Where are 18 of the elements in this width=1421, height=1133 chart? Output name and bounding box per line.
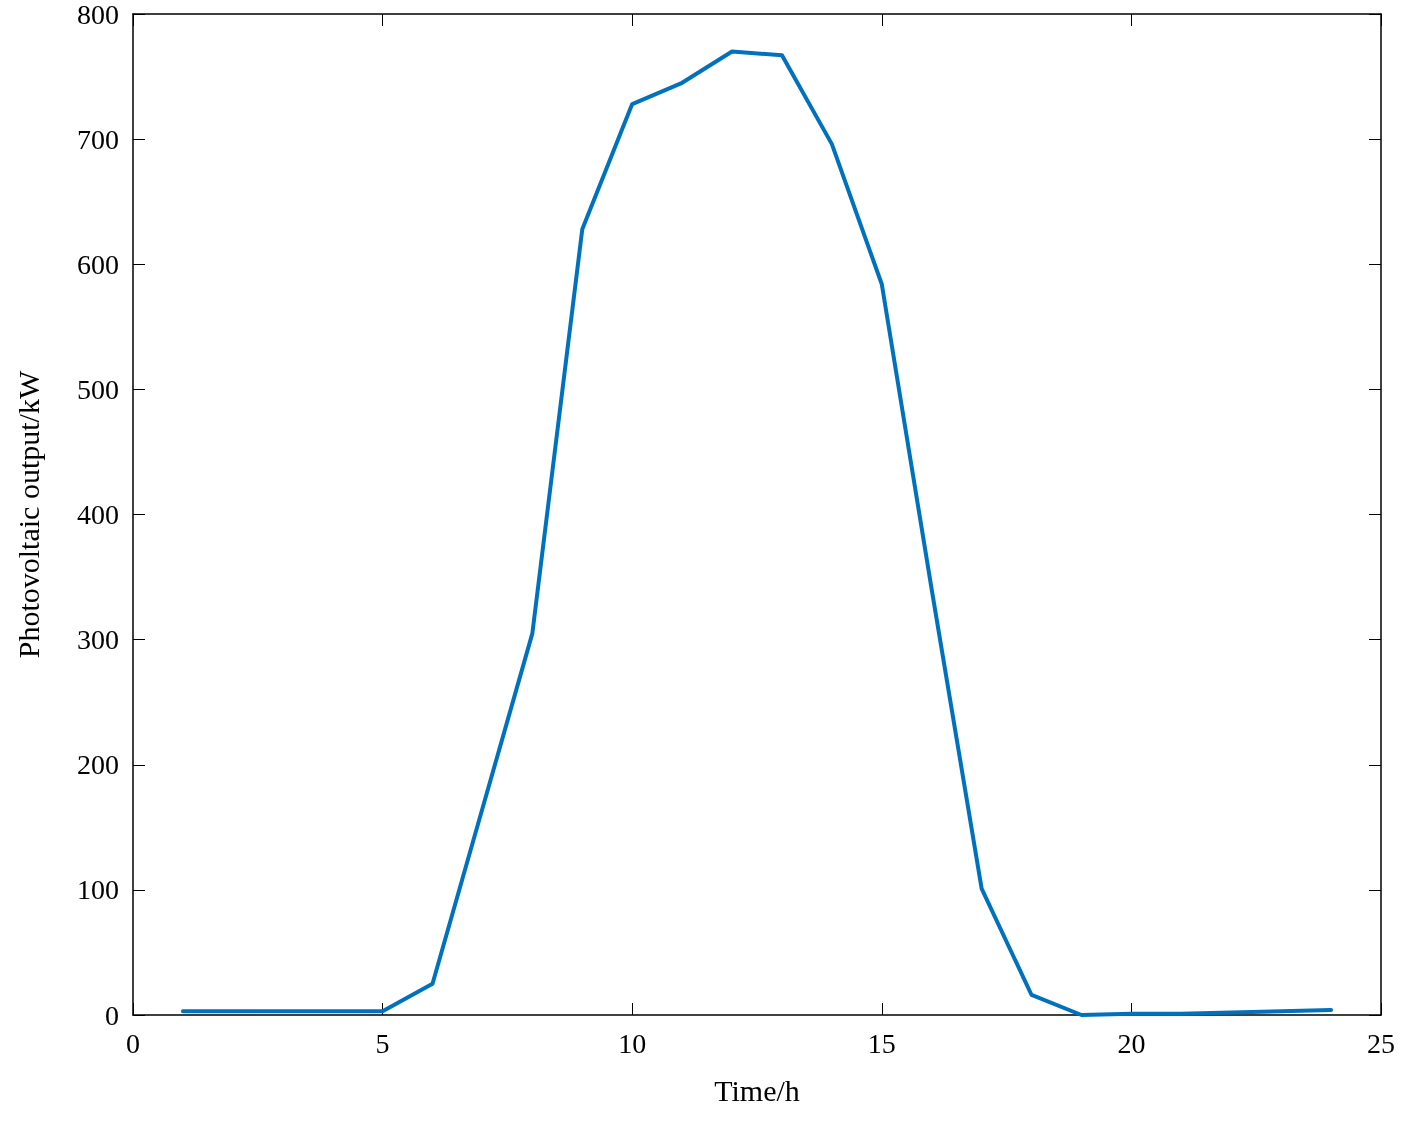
line-series <box>180 49 1334 1017</box>
y-tick-label: 300 <box>77 624 119 656</box>
y-tick-label: 500 <box>77 373 119 405</box>
x-tick-label: 5 <box>375 1027 390 1059</box>
y-axis-title: Photovoltaic output/kW <box>11 370 45 659</box>
x-tick-label: 0 <box>126 1027 140 1059</box>
y-tick-label: 700 <box>77 123 119 155</box>
x-tick-label: 15 <box>867 1027 896 1059</box>
x-tick-label: 20 <box>1117 1027 1146 1059</box>
y-tick-label: 400 <box>77 499 119 530</box>
y-tick-label: 800 <box>77 0 119 30</box>
y-tick-label: 0 <box>105 999 119 1031</box>
y-tick-label: 100 <box>77 874 119 906</box>
y-tick-label: 600 <box>77 248 119 280</box>
x-tick-label: 10 <box>618 1027 647 1059</box>
x-axis-title: Time/h <box>714 1073 800 1107</box>
y-tick-label: 200 <box>77 749 119 781</box>
x-tick-label: 25 <box>1367 1027 1395 1059</box>
